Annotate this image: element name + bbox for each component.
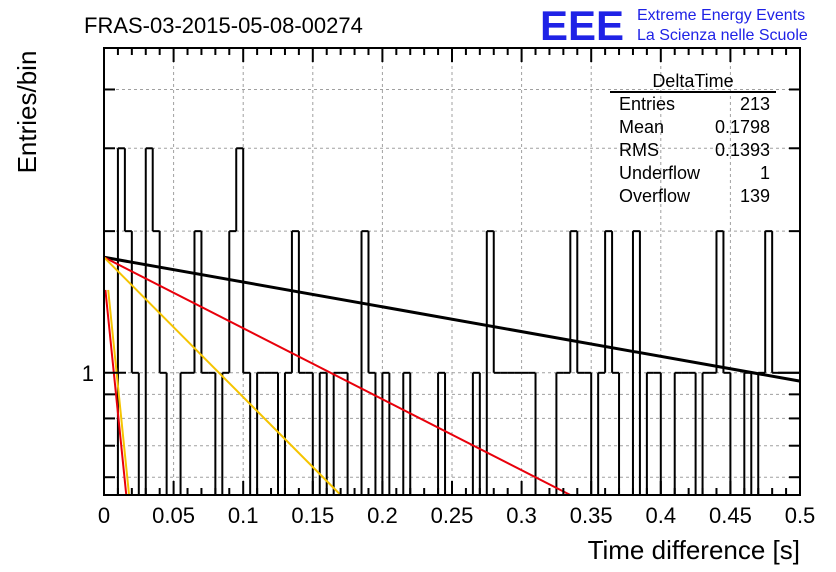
stats-value: 139 xyxy=(740,186,770,206)
x-tick-label: 0.25 xyxy=(431,503,474,528)
fit-line xyxy=(103,255,801,383)
x-tick-label: 0.1 xyxy=(228,503,259,528)
stats-label: Mean xyxy=(619,117,664,137)
stats-label: RMS xyxy=(619,140,659,160)
x-tick-label: 0.5 xyxy=(785,503,816,528)
fit-line xyxy=(103,256,571,496)
x-axis-label: Time difference [s] xyxy=(588,535,800,565)
stats-label: Underflow xyxy=(619,163,701,183)
fit-line xyxy=(103,256,342,496)
x-tick-label: 0.35 xyxy=(570,503,613,528)
stats-value: 0.1393 xyxy=(715,140,770,160)
logo-line-2: La Scienza nelle Scuole xyxy=(637,27,808,44)
x-tick-label: 0.45 xyxy=(709,503,752,528)
axes-frame xyxy=(103,47,801,496)
stats-title: DeltaTime xyxy=(652,71,733,91)
stats-value: 1 xyxy=(760,163,770,183)
x-tick-label: 0 xyxy=(98,503,110,528)
fit-line xyxy=(104,289,128,496)
x-tick-label: 0.3 xyxy=(506,503,537,528)
stats-label: Entries xyxy=(619,94,675,114)
grid-lines xyxy=(104,48,800,495)
y-tick-label: 1 xyxy=(82,361,94,386)
stats-label: Overflow xyxy=(619,186,691,206)
stats-value: 0.1798 xyxy=(715,117,770,137)
fit-lines xyxy=(103,255,801,496)
x-tick-label: 0.4 xyxy=(646,503,677,528)
x-tick-label: 0.05 xyxy=(152,503,195,528)
tick-labels: 0 0.05 0.1 0.15 0.2 0.25 0.3 0.35 0.4 0.45 0.5 1 xyxy=(82,361,816,528)
y-axis-label: Entries/bin xyxy=(12,51,42,174)
stats-value: 213 xyxy=(740,94,770,114)
logo-line-1: Extreme Energy Events xyxy=(637,7,805,24)
x-tick-label: 0.15 xyxy=(291,503,334,528)
logo-text: EEE xyxy=(540,2,624,49)
eee-logo: EEE Extreme Energy Events La Scienza nel… xyxy=(540,2,808,49)
stats-box: DeltaTime Entries 213 Mean 0.1798 RMS 0.1393 U… xyxy=(610,71,776,206)
x-tick-label: 0.2 xyxy=(367,503,398,528)
chart-title: FRAS-03-2015-05-08-00274 xyxy=(84,13,363,38)
fit-line xyxy=(107,289,131,496)
